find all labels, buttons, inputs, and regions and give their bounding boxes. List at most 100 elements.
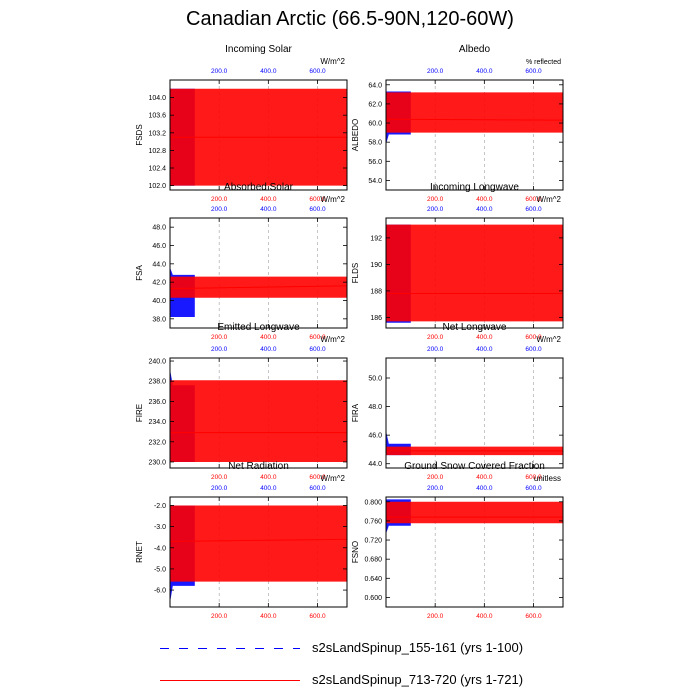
plot-frame: [385, 357, 564, 469]
y-axis-label: FSDS: [135, 124, 144, 145]
chart-panel: [385, 357, 564, 469]
y-tick-label: 0.800: [364, 499, 382, 506]
y-tick-label: 103.2: [148, 130, 166, 137]
y-tick-label: -5.0: [154, 566, 166, 573]
y-axis-label: FLDS: [351, 263, 360, 283]
panel-title: Incoming Longwave: [430, 182, 519, 193]
x-tick-label-top: 200.0: [427, 206, 444, 213]
y-tick-label: 40.0: [152, 298, 166, 305]
x-tick-label-bottom: 400.0: [476, 196, 493, 203]
x-tick-label-bottom: 600.0: [525, 613, 542, 620]
panel-title: Net Longwave: [443, 322, 507, 333]
panel-units: unitless: [534, 474, 561, 483]
y-tick-label: 0.680: [364, 557, 382, 564]
x-tick-label-bottom: 200.0: [427, 613, 444, 620]
legend-label: s2sLandSpinup_713-720 (yrs 1-721): [312, 672, 524, 687]
x-tick-label-top: 600.0: [525, 485, 542, 492]
chart-panel: [385, 496, 564, 608]
x-tick-label-bottom: 600.0: [525, 334, 542, 341]
x-tick-label-bottom: 600.0: [525, 474, 542, 481]
x-tick-label-top: 600.0: [525, 346, 542, 353]
x-tick-label-bottom: 200.0: [427, 196, 444, 203]
x-tick-label-top: 200.0: [427, 68, 444, 75]
legend-item: s2sLandSpinup_713-720 (yrs 1-721): [160, 670, 660, 690]
x-tick-label-top: 200.0: [427, 346, 444, 353]
series-line: [169, 505, 348, 582]
panel-units: W/m^2: [320, 57, 345, 66]
y-tick-label: 190: [370, 262, 382, 269]
x-tick-label-top: 400.0: [476, 206, 493, 213]
y-tick-label: 238.0: [148, 379, 166, 386]
panel-title: Albedo: [459, 44, 491, 55]
x-tick-label-top: 600.0: [525, 206, 542, 213]
x-tick-label-bottom: 400.0: [260, 334, 277, 341]
chart-panel: [169, 496, 348, 608]
y-tick-label: 44.0: [368, 461, 382, 468]
y-tick-label: 0.720: [364, 538, 382, 545]
y-tick-label: 44.0: [152, 261, 166, 268]
series-line: [169, 380, 348, 462]
x-tick-label-bottom: 600.0: [309, 334, 326, 341]
x-tick-label-top: 400.0: [260, 346, 277, 353]
y-tick-label: 38.0: [152, 316, 166, 323]
x-tick-label-top: 400.0: [476, 485, 493, 492]
y-axis-label: FSA: [135, 265, 144, 281]
panel-title: Ground Snow Covered Fraction: [404, 461, 545, 472]
legend-label: s2sLandSpinup_155-161 (yrs 1-100): [312, 640, 524, 655]
x-tick-label-top: 600.0: [309, 485, 326, 492]
y-tick-label: 46.0: [368, 433, 382, 440]
x-tick-label-top: 600.0: [309, 346, 326, 353]
series-line: [385, 501, 564, 524]
y-axis-label: FSNO: [351, 541, 360, 563]
x-tick-label-top: 400.0: [476, 68, 493, 75]
y-tick-label: 186: [370, 315, 382, 322]
x-tick-label-bottom: 200.0: [211, 196, 228, 203]
x-tick-label-bottom: 200.0: [427, 334, 444, 341]
plot-frame: [169, 217, 348, 329]
y-tick-label: 104.0: [148, 95, 166, 102]
panel-units: W/m^2: [536, 335, 561, 344]
legend-swatch: [160, 680, 300, 681]
y-tick-label: 48.0: [368, 404, 382, 411]
legend: s2sLandSpinup_155-161 (yrs 1-100) s2sLan…: [0, 630, 700, 700]
panel-title: Incoming Solar: [225, 44, 292, 55]
y-axis-label: ALBEDO: [351, 119, 360, 151]
legend-item: s2sLandSpinup_155-161 (yrs 1-100): [160, 638, 660, 658]
y-tick-label: 58.0: [368, 140, 382, 147]
legend-swatch: [160, 648, 300, 649]
y-tick-label: 232.0: [148, 439, 166, 446]
y-tick-label: -6.0: [154, 588, 166, 595]
x-tick-label-top: 400.0: [260, 68, 277, 75]
chart-panel: [385, 79, 564, 191]
panel-units: W/m^2: [536, 195, 561, 204]
y-axis-label: RNET: [135, 541, 144, 563]
x-tick-label-bottom: 200.0: [427, 474, 444, 481]
y-tick-label: 192: [370, 235, 382, 242]
y-tick-label: 56.0: [368, 159, 382, 166]
x-tick-label-top: 200.0: [211, 68, 228, 75]
y-tick-label: 0.760: [364, 518, 382, 525]
x-tick-label-top: 200.0: [211, 346, 228, 353]
y-tick-label: -4.0: [154, 545, 166, 552]
chart-panel: [169, 217, 348, 329]
chart-panel: [169, 357, 348, 469]
y-tick-label: 54.0: [368, 178, 382, 185]
x-tick-label-bottom: 600.0: [309, 474, 326, 481]
y-tick-label: 103.6: [148, 113, 166, 120]
y-axis-label: FIRE: [135, 404, 144, 422]
x-tick-label-top: 400.0: [476, 346, 493, 353]
plot-frame: [169, 496, 348, 608]
y-tick-label: 64.0: [368, 82, 382, 89]
x-tick-label-top: 600.0: [309, 68, 326, 75]
x-tick-label-top: 600.0: [525, 68, 542, 75]
y-tick-label: 102.4: [148, 166, 166, 173]
y-tick-label: 50.0: [368, 376, 382, 383]
y-tick-label: 60.0: [368, 121, 382, 128]
series-line: [169, 276, 348, 298]
x-tick-label-bottom: 200.0: [211, 474, 228, 481]
panel-units: W/m^2: [320, 335, 345, 344]
series-line: [385, 224, 564, 322]
plot-frame: [169, 357, 348, 469]
y-tick-label: -3.0: [154, 524, 166, 531]
x-tick-label-top: 200.0: [427, 485, 444, 492]
